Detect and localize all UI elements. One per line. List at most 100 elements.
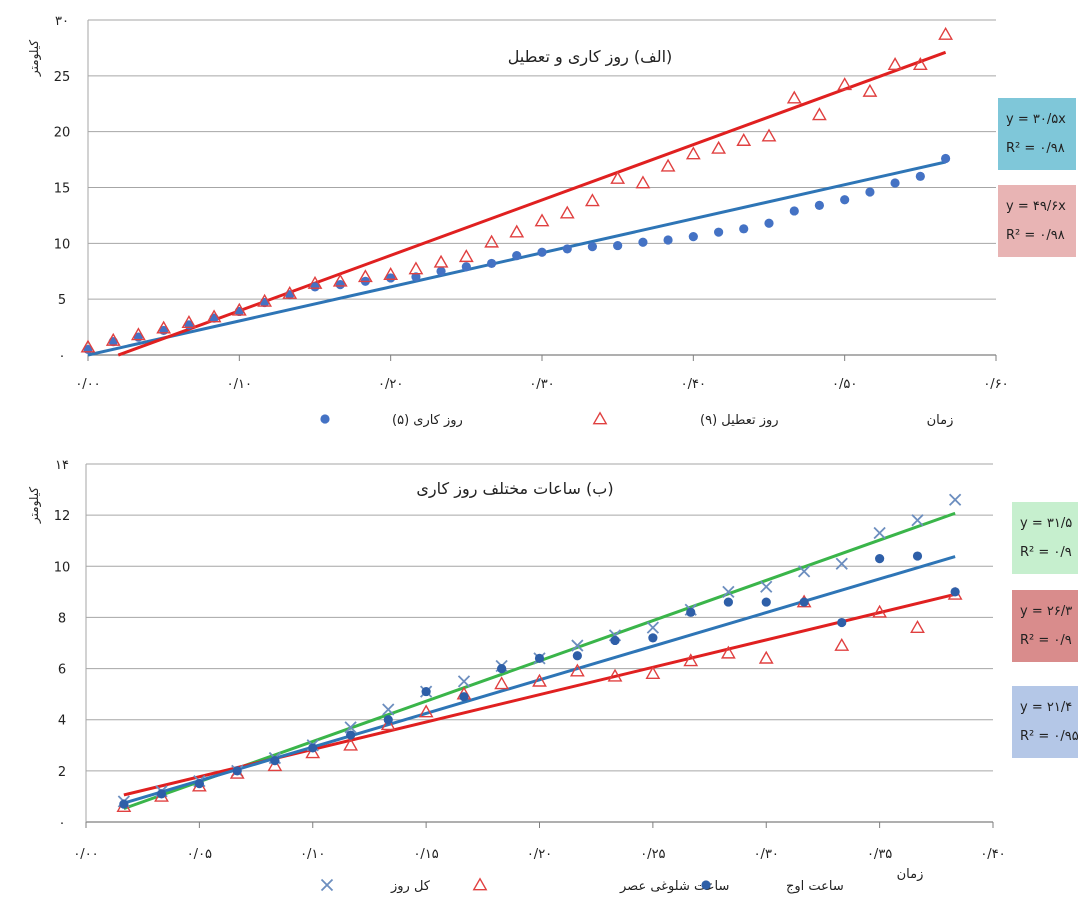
series-3 (119, 551, 960, 809)
data-point (797, 565, 811, 578)
data-point (638, 237, 648, 247)
data-point (421, 686, 431, 697)
data-point (308, 743, 318, 753)
data-point (459, 692, 469, 702)
x-tick-label: ۰/۵۰ (832, 377, 857, 392)
y-tick-label: ۰ (59, 349, 66, 364)
trendline-equation-box: y = ۳۱/۵ R² = ۰/۹ (1012, 502, 1078, 574)
y-tick-label: ۱۴ (55, 458, 69, 473)
equation-box-background (998, 185, 1076, 257)
data-point (834, 637, 850, 651)
data-point (119, 799, 129, 809)
data-point (436, 266, 446, 276)
legend-marker (701, 880, 711, 890)
data-point (890, 178, 900, 188)
data-point (509, 224, 525, 238)
trendline (117, 50, 947, 357)
x-axis-title: زمان (927, 413, 954, 428)
data-point (938, 26, 954, 40)
trendline-equation: y = ۲۱/۴ (1020, 700, 1072, 715)
data-point (534, 653, 545, 663)
x-tick-label: ۰/۳۵ (867, 847, 892, 862)
chart-1: ۰ 5 10 15 20 25 ۳۰ ۰/۰۰ ۰/۱۰ ۰/۲۰ ۰/۳۰ ۰/۴۰ ۰/۵۰ ۰/۶۰… (27, 14, 1076, 428)
data-point (194, 779, 204, 789)
data-point (645, 666, 661, 680)
data-point (761, 597, 771, 607)
data-point (310, 282, 320, 292)
y-tick-label: ۳۰ (55, 14, 69, 29)
data-point (494, 676, 510, 690)
data-point (648, 633, 658, 643)
data-point (206, 309, 222, 323)
data-point (837, 77, 853, 91)
legend-marker (472, 877, 488, 891)
y-tick-label: 4 (58, 714, 66, 729)
x-tick-label: ۰/۲۰ (378, 377, 403, 392)
y-tick-label: 2 (58, 765, 66, 780)
data-point (835, 557, 848, 570)
y-tick-label: 10 (54, 237, 71, 252)
data-point (532, 673, 547, 687)
data-point (714, 227, 724, 237)
data-point (711, 140, 727, 154)
data-point (534, 213, 550, 227)
data-point (344, 721, 357, 734)
y-tick-label: ۰ (59, 816, 66, 831)
data-point (912, 57, 928, 71)
data-point (584, 193, 600, 207)
x-tick-label: ۰/۴۰ (681, 377, 706, 392)
data-point (484, 234, 500, 248)
data-point (872, 604, 888, 618)
data-point (610, 635, 620, 646)
data-point (683, 653, 699, 667)
legend-marker (320, 878, 334, 892)
data-point (569, 663, 585, 677)
data-point (840, 195, 850, 205)
y-tick-label: 25 (54, 70, 71, 85)
data-point (433, 254, 449, 268)
y-tick-label: 10 (54, 560, 71, 575)
data-point (335, 280, 345, 290)
data-point (105, 332, 121, 346)
data-point (837, 617, 847, 628)
data-point (357, 269, 373, 283)
x-axis-title: زمان (897, 867, 924, 882)
trendline-equation-box: y = ۲۶/۳ R² = ۰/۹ (1012, 590, 1078, 662)
data-point (232, 766, 242, 776)
data-point (685, 146, 701, 160)
data-point (660, 158, 676, 172)
data-point (307, 275, 323, 289)
data-point (760, 580, 773, 593)
data-point (686, 607, 696, 617)
x-tick-label: ۰/۰۰ (73, 847, 98, 862)
trendline-equation: y = ۴۹/۶x (1006, 199, 1066, 214)
trendline-r2: R² = ۰/۹۵ (1020, 729, 1078, 744)
data-point (130, 327, 146, 341)
series-2 (80, 26, 954, 353)
series-1 (117, 493, 962, 808)
data-point (862, 83, 878, 97)
data-point (572, 651, 582, 661)
data-point (948, 493, 962, 506)
data-point (736, 132, 752, 146)
data-point (720, 645, 736, 659)
equation-box-background (1012, 686, 1078, 758)
y-tick-label: 15 (54, 182, 71, 197)
data-point (739, 224, 749, 234)
data-point (257, 293, 273, 307)
equation-box-background (1012, 502, 1078, 574)
trendline-r2: R² = ۰/۹۸ (1006, 228, 1065, 243)
x-tick-label: ۰/۰۰ (75, 377, 100, 392)
x-tick-label: ۰/۱۵ (413, 847, 438, 862)
legend-label: روز تعطیل (۹) (700, 413, 779, 428)
data-point (722, 585, 735, 598)
y-axis-title: کیلومتر (27, 487, 42, 524)
data-point (764, 218, 774, 228)
data-point (587, 242, 597, 252)
x-tick-label: ۰/۱۰ (300, 847, 325, 862)
data-point (386, 273, 396, 283)
trendline-equation-box: y = ۲۱/۴ R² = ۰/۹۵ (1012, 686, 1078, 758)
data-point (305, 745, 321, 759)
chart-title: (ب) ساعات مختلف روز کاری (416, 479, 613, 499)
data-point (408, 261, 424, 275)
